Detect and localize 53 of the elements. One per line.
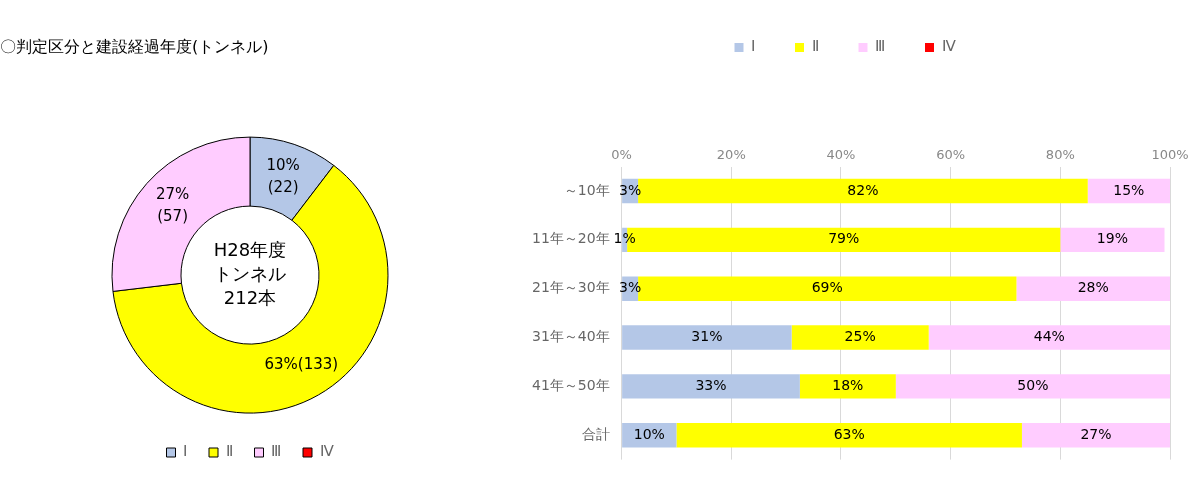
data-label: 10% (22) — [266, 155, 300, 196]
data-label: 25% — [844, 328, 876, 345]
bar — [791, 325, 929, 350]
data-label: 10% — [633, 425, 665, 442]
data-label: 27% — [1080, 425, 1112, 442]
y-tick-label: 合計 — [581, 425, 610, 442]
legend-label: Ⅲ — [271, 443, 281, 460]
legend-label: Ⅱ — [225, 443, 233, 460]
bar — [799, 374, 896, 399]
text: 212本 — [223, 286, 277, 308]
legend-label: Ⅰ — [751, 38, 755, 55]
x-tick-label: 20% — [716, 147, 746, 163]
text: トンネル — [214, 262, 286, 284]
data-label: 69% — [811, 279, 843, 296]
data-label: 28% — [1077, 279, 1109, 296]
data-label: 63% — [833, 425, 865, 442]
bar — [1060, 227, 1165, 253]
bar — [622, 374, 800, 399]
y-tick-label: 21年～30年 — [531, 279, 610, 296]
text: H28年度 — [213, 238, 287, 260]
data-label: 50% — [1017, 376, 1049, 393]
x-tick-label: 40% — [826, 147, 856, 163]
bar — [1087, 178, 1170, 204]
bar — [622, 325, 792, 350]
legend-label: Ⅲ — [875, 38, 885, 55]
bar — [928, 325, 1170, 350]
data-label: 63%(133) — [264, 354, 339, 373]
data-label: 15% — [1113, 181, 1145, 198]
data-label: 33% — [695, 376, 727, 393]
data-label: 19% — [1096, 230, 1128, 247]
bar — [676, 422, 1022, 448]
y-tick-label: ～10年 — [563, 181, 610, 198]
x-tick-label: 100% — [1151, 147, 1189, 163]
data-label: 18% — [832, 376, 864, 393]
chart-title: 〇判定区分と建設経過年度(トンネル) — [0, 36, 269, 56]
x-tick-label: 80% — [1045, 147, 1075, 163]
legend-label: Ⅱ — [811, 38, 819, 55]
legend-label: Ⅰ — [183, 443, 187, 460]
y-tick-label: 41年～50年 — [531, 376, 610, 393]
data-label: 27% (57) — [155, 185, 190, 226]
x-tick-label: 0% — [611, 147, 632, 163]
data-label: 44% — [1033, 328, 1065, 345]
bar — [1021, 422, 1170, 448]
legend-label: Ⅳ — [941, 38, 956, 55]
x-tick-label: 60% — [936, 147, 966, 163]
data-label: 31% — [691, 328, 723, 345]
bar — [895, 374, 1170, 399]
y-tick-label: 11年～20年 — [531, 230, 610, 247]
bar — [1016, 276, 1170, 301]
data-label: 79% — [828, 230, 860, 247]
y-tick-label: 31年～40年 — [531, 328, 610, 345]
data-label: 82% — [847, 181, 879, 198]
legend-label: Ⅳ — [319, 443, 334, 460]
